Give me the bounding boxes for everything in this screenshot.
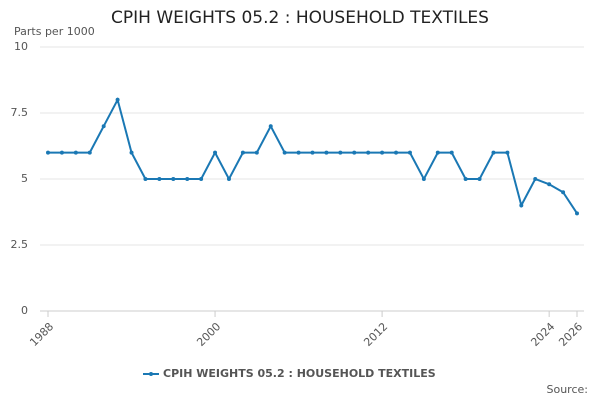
data-point [115,97,120,102]
data-point [394,150,399,155]
data-point [561,190,566,195]
x-tick-label: 1988 [27,320,56,349]
data-point [421,177,426,181]
legend-marker [149,372,153,376]
data-point [547,182,552,187]
y-tick-label: 5 [21,172,28,185]
data-point [491,150,496,155]
x-tick-label: 2000 [194,320,223,349]
data-point [59,150,64,155]
data-point [46,150,50,155]
source: Source: [547,383,589,396]
data-point [157,177,162,181]
data-point [477,177,482,181]
data-point [366,150,371,155]
data-point [87,150,92,155]
y-tick-label: 7.5 [11,106,29,119]
data-point [519,203,524,208]
y-axis-label: Parts per 1000 [14,25,95,38]
data-point [185,177,190,181]
data-point [463,177,468,181]
data-point [199,177,204,181]
data-point [268,124,273,129]
y-tick-label: 10 [14,40,28,53]
data-point [101,124,106,129]
data-point [533,177,538,181]
x-tick-label: 2026 [556,320,585,349]
data-point [143,177,148,181]
legend-label: CPIH WEIGHTS 05.2 : HOUSEHOLD TEXTILES [163,367,436,380]
data-point [310,150,315,155]
data-point [282,150,287,155]
data-point [338,150,343,155]
data-point [435,150,440,155]
data-point [380,150,385,155]
series-line [48,97,578,214]
data-point [324,150,329,155]
data-point [296,150,301,155]
x-tick-label: 2012 [361,320,390,349]
data-point [505,150,510,155]
data-point [213,150,218,155]
data-point [171,177,176,181]
y-tick-label: 2.5 [11,238,29,251]
data-point [73,150,78,155]
data-point [352,150,357,155]
data-point [575,211,579,216]
chart-title: CPIH WEIGHTS 05.2 : HOUSEHOLD TEXTILES [111,8,489,28]
y-tick-label: 0 [21,304,28,317]
data-point [240,150,245,155]
data-point [254,150,259,155]
data-point [449,150,454,155]
data-point [129,150,134,155]
data-point [226,177,231,181]
x-tick-label: 2024 [528,320,557,349]
data-point [407,150,412,155]
